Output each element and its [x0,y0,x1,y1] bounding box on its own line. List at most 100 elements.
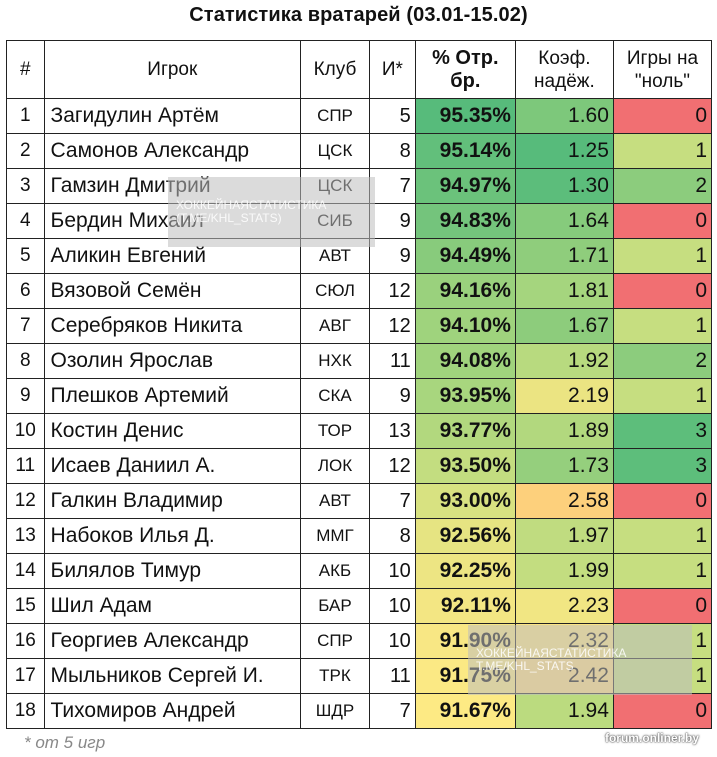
source-label: forum.onliner.by [604,731,699,745]
cell-save-pct: 92.56% [414,518,516,554]
cell-save-pct: 93.00% [414,483,516,519]
cell-club: ТРК [300,658,370,694]
table-row: 9 Плешков Артемий СКА 9 93.95% 2.19 1 [6,378,713,414]
watermark: ХОККЕЙНАЯСТАТИСТИКА T.ME/KHL_STATS [468,625,692,695]
cell-shutouts: 1 [612,518,713,554]
table-row: 14 Билялов Тимур АКБ 10 92.25% 1.99 1 [6,553,713,589]
cell-player: Загидулин Артём [43,98,302,134]
cell-games: 10 [368,623,416,659]
header-reliability-line1: Коэф. [538,47,591,69]
watermark-line1: ХОККЕЙНАЯСТАТИСТИКА [176,198,327,212]
cell-reliability: 1.25 [514,133,614,169]
cell-games: 12 [368,308,416,344]
table-row: 11 Исаев Даниил А. ЛОК 12 93.50% 1.73 3 [6,448,713,484]
header-reliability: Коэф. надёж. [514,40,614,99]
table-row: 18 Тихомиров Андрей ШДР 7 91.67% 1.94 0 [6,693,713,729]
table-header: # Игрок Клуб И* % Отр. бр. Коэф. надёж. … [6,40,713,99]
watermark-line1: ХОККЕЙНАЯСТАТИСТИКА [476,646,627,660]
cell-rank: 3 [6,168,45,204]
table-row: 13 Набоков Илья Д. ММГ 8 92.56% 1.97 1 [6,518,713,554]
cell-rank: 15 [6,588,45,624]
cell-rank: 16 [6,623,45,659]
cell-reliability: 1.89 [514,413,614,449]
cell-rank: 11 [6,448,45,484]
cell-player: Тихомиров Андрей [43,693,302,729]
table-row: 6 Вязовой Семён СЮЛ 12 94.16% 1.81 0 [6,273,713,309]
cell-shutouts: 0 [612,693,713,729]
cell-rank: 9 [6,378,45,414]
cell-player: Исаев Даниил А. [43,448,302,484]
cell-games: 12 [368,273,416,309]
cell-club: СЮЛ [300,273,370,309]
cell-games: 12 [368,448,416,484]
cell-rank: 7 [6,308,45,344]
cell-games: 9 [368,238,416,274]
watermark-line2: (T.ME/KHL_STATS) [176,211,282,225]
table-row: 8 Озолин Ярослав НХК 11 94.08% 1.92 2 [6,343,713,379]
cell-shutouts: 2 [612,168,713,204]
cell-games: 13 [368,413,416,449]
cell-player: Билялов Тимур [43,553,302,589]
table-row: 15 Шил Адам БАР 10 92.11% 2.23 0 [6,588,713,624]
header-shutouts: Игры на "ноль" [612,40,713,99]
table-body: 1 Загидулин Артём СПР 5 95.35% 1.60 0 2 Самонов … [6,98,713,729]
header-games: И* [368,40,416,99]
cell-club: АКБ [300,553,370,589]
cell-rank: 5 [6,238,45,274]
cell-reliability: 1.30 [514,168,614,204]
cell-club: ЦСК [300,133,370,169]
cell-reliability: 1.64 [514,203,614,239]
cell-rank: 14 [6,553,45,589]
header-player: Игрок [43,40,302,99]
cell-save-pct: 92.11% [414,588,516,624]
cell-shutouts: 3 [612,413,713,449]
cell-reliability: 1.81 [514,273,614,309]
cell-games: 9 [368,378,416,414]
cell-club: ТОР [300,413,370,449]
header-save-pct-line2: бр. [450,69,481,92]
header-shutouts-line2: "ноль" [634,70,691,92]
cell-reliability: 1.73 [514,448,614,484]
cell-player: Мыльников Сергей И. [43,658,302,694]
cell-shutouts: 2 [612,343,713,379]
cell-reliability: 2.58 [514,483,614,519]
page-title: Статистика вратарей (03.01-15.02) [189,4,528,26]
cell-rank: 1 [6,98,45,134]
cell-save-pct: 93.95% [414,378,516,414]
cell-club: ШДР [300,693,370,729]
cell-rank: 6 [6,273,45,309]
footnote: * от 5 игр [24,733,106,752]
cell-shutouts: 1 [612,378,713,414]
cell-games: 11 [368,658,416,694]
header-shutouts-line1: Игры на [626,47,699,69]
table-row: 12 Галкин Владимир АВТ 7 93.00% 2.58 0 [6,483,713,519]
cell-save-pct: 94.08% [414,343,516,379]
cell-shutouts: 0 [612,273,713,309]
cell-save-pct: 94.16% [414,273,516,309]
cell-reliability: 1.60 [514,98,614,134]
table-row: 10 Костин Денис ТОР 13 93.77% 1.89 3 [6,413,713,449]
cell-save-pct: 94.49% [414,238,516,274]
cell-club: АВГ [300,308,370,344]
cell-rank: 13 [6,518,45,554]
header-rank: # [6,40,45,99]
cell-games: 10 [368,553,416,589]
cell-club: СПР [300,623,370,659]
cell-save-pct: 95.14% [414,133,516,169]
cell-shutouts: 1 [612,238,713,274]
cell-reliability: 1.67 [514,308,614,344]
cell-player: Набоков Илья Д. [43,518,302,554]
cell-rank: 12 [6,483,45,519]
cell-save-pct: 93.77% [414,413,516,449]
header-club: Клуб [300,40,370,99]
cell-reliability: 2.23 [514,588,614,624]
cell-save-pct: 94.10% [414,308,516,344]
goalie-stats-table: # Игрок Клуб И* % Отр. бр. Коэф. надёж. … [6,40,713,729]
cell-save-pct: 92.25% [414,553,516,589]
cell-save-pct: 94.83% [414,203,516,239]
cell-shutouts: 0 [612,203,713,239]
cell-player: Вязовой Семён [43,273,302,309]
cell-rank: 4 [6,203,45,239]
cell-rank: 10 [6,413,45,449]
cell-reliability: 1.71 [514,238,614,274]
